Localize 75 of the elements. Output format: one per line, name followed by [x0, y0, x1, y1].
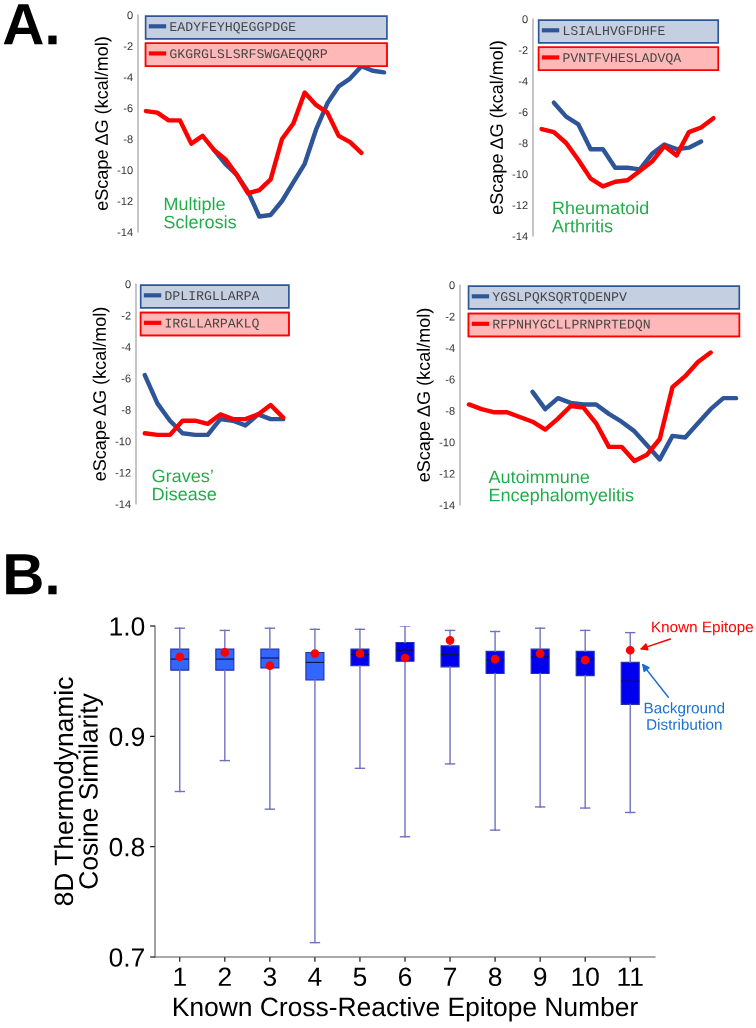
x-tick-label: 7	[444, 967, 457, 986]
y-tick-label: -12	[117, 197, 133, 206]
legend-label: YGSLPQKSQRTQDENPV	[492, 292, 627, 304]
y-tick-label: -8	[121, 405, 131, 414]
y-tick-label: -4	[121, 343, 131, 351]
line-series	[142, 372, 286, 438]
series-label: Background Distribution	[644, 702, 725, 730]
y-tick-label: -10	[512, 170, 528, 179]
y-tick-label: 0	[449, 281, 455, 290]
y-tick-label: -10	[117, 166, 133, 175]
y-axis-title: eScape ΔG (kcal/mol)	[94, 37, 112, 211]
y-tick-label: -4	[123, 73, 133, 82]
y-tick-label: -2	[445, 312, 455, 321]
text: A.	[3, 4, 57, 45]
y-tick-label: -14	[115, 500, 131, 509]
line-series	[142, 402, 286, 438]
y-tick-label: -12	[439, 469, 455, 478]
annotation: Multiple Sclerosis	[164, 197, 236, 229]
y-tick-label: -14	[439, 501, 455, 510]
y-axis-title: 8D Thermodynamic Cosine Similarity	[53, 677, 104, 906]
y-tick-label: -14	[512, 232, 528, 241]
x-axis-title: Known Cross-Reactive Epitope Number	[173, 996, 638, 1022]
y-tick-label: -10	[115, 437, 131, 446]
x-tick-label: 5	[353, 967, 367, 987]
x-tick-label: 4	[308, 967, 322, 986]
x-tick-label: 3	[263, 967, 277, 987]
y-tick-label: 0.9	[109, 727, 145, 747]
y-tick-label: -4	[445, 344, 455, 352]
y-tick-label: -4	[518, 77, 528, 86]
annotation: Graves’ Disease	[152, 469, 217, 501]
y-axis-title: eScape ΔG (kcal/mol)	[92, 307, 110, 481]
x-tick-label: 8	[488, 967, 502, 987]
y-tick-label: -12	[115, 468, 131, 477]
text: B.	[6, 554, 57, 595]
legend-label: GKGRGLSLSRFSWGAEQQRP	[170, 49, 328, 61]
y-tick-label: 0	[127, 11, 133, 20]
y-tick-label: -2	[123, 42, 133, 51]
x-tick-label: 6	[399, 967, 412, 987]
x-tick-label: 11	[618, 967, 643, 986]
legend-label: IRGLLARPAKLQ	[165, 318, 259, 330]
y-tick-label: -8	[518, 139, 528, 148]
y-tick-label: 0.7	[109, 948, 144, 967]
line-series	[143, 90, 364, 196]
y-tick-label: -6	[123, 104, 133, 113]
line-series	[530, 389, 739, 462]
line-series	[539, 115, 716, 189]
x-tick-label: 9	[534, 967, 547, 987]
y-tick-label: -14	[117, 228, 133, 237]
y-tick-label: -8	[123, 135, 133, 144]
y-tick-label: -8	[445, 406, 455, 415]
y-tick-label: -2	[518, 46, 528, 55]
y-tick-label: -6	[445, 375, 455, 384]
legend-label: DPLIRGLLARPA	[165, 291, 260, 301]
legend-label: PVNTFVHESLADVQA	[563, 53, 682, 65]
y-tick-label: 1.0	[110, 617, 145, 636]
y-tick-label: -6	[121, 374, 131, 383]
legend-label: LSIALHVGFDHFE	[563, 26, 665, 36]
x-tick-label: 2	[218, 967, 231, 986]
x-tick-label: 10	[572, 967, 599, 987]
legend-label: RFPNHYGCLLPRNPRTEDQN	[493, 319, 650, 331]
y-tick-label: 0.8	[109, 837, 145, 857]
y-axis-title: eScape ΔG (kcal/mol)	[416, 308, 434, 482]
y-tick-label: 0	[125, 280, 131, 289]
x-tick-label: 1	[174, 967, 186, 986]
annotation: Rheumatoid Arthritis	[551, 201, 649, 233]
annotation: Autoimmune Encephalomyelitis	[488, 470, 634, 505]
series-label: Known Epitope	[652, 621, 754, 636]
y-tick-label: 0	[522, 15, 528, 24]
legend-label: EADYFEYHQEGGPDGE	[170, 22, 296, 34]
y-tick-label: -10	[439, 438, 455, 447]
y-tick-label: -6	[518, 108, 528, 117]
y-tick-label: -2	[121, 311, 131, 320]
y-tick-label: -12	[512, 201, 528, 210]
line-series	[466, 350, 713, 464]
y-axis-title: eScape ΔG (kcal/mol)	[489, 41, 507, 215]
